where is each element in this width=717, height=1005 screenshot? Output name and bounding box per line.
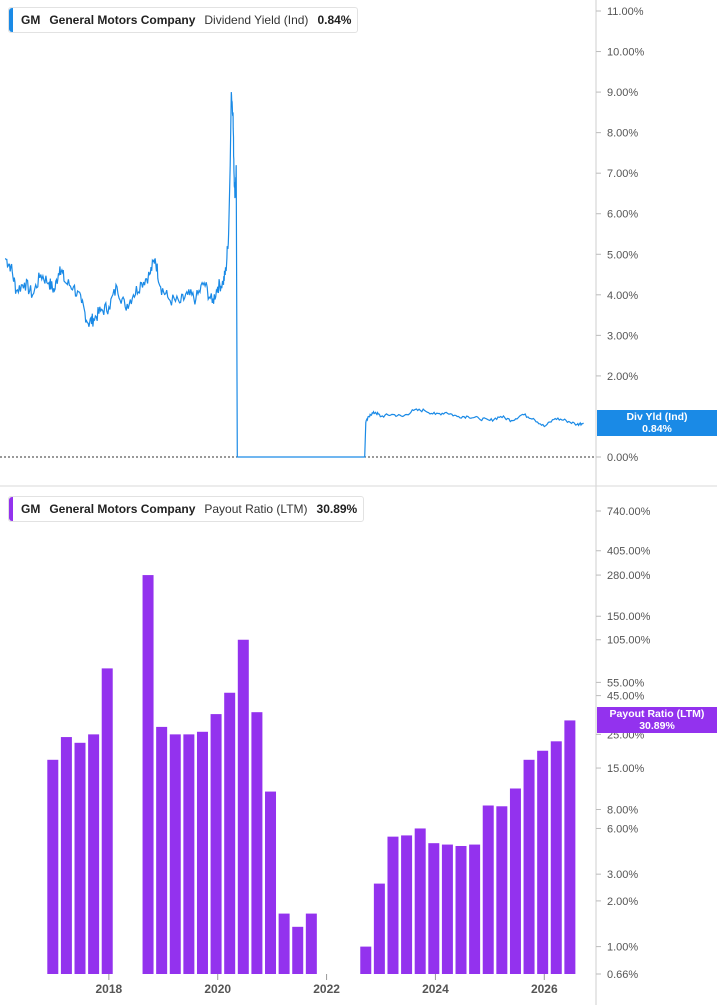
y-tick-label: 3.00%	[607, 869, 638, 881]
x-tick-label: 2026	[531, 982, 558, 996]
x-axis-ticks: 2018 2020 2022 2024 2026	[96, 974, 558, 996]
legend-metric: Dividend Yield (Ind)	[204, 13, 309, 27]
y-tick-label: 2.00%	[607, 371, 638, 383]
top-y-axis-ticks: 11.00% 10.00% 9.00% 8.00% 7.00% 6.00% 5.00% 4.0…	[596, 6, 645, 464]
legend-swatch	[9, 8, 13, 32]
y-tick-label: 2.00%	[607, 896, 638, 908]
y-tick-label: 11.00%	[607, 6, 644, 18]
payout-bar	[455, 845, 467, 974]
payout-bar	[169, 734, 181, 974]
payout-bar	[305, 913, 317, 974]
payout-ratio-value-tag: Payout Ratio (LTM) 30.89%	[597, 707, 717, 733]
payout-ratio-bars	[47, 575, 576, 974]
legend-swatch	[9, 497, 13, 521]
y-tick-label: 280.00%	[607, 570, 651, 582]
payout-bar	[428, 843, 440, 974]
y-tick-label: 8.00%	[607, 804, 638, 816]
payout-bar	[142, 575, 154, 974]
x-tick-label: 2018	[96, 982, 123, 996]
y-tick-label: 4.00%	[607, 290, 638, 302]
y-tick-label: 9.00%	[607, 87, 638, 99]
legend-company: General Motors Company	[49, 502, 196, 516]
payout-bar	[47, 759, 59, 974]
payout-bar	[265, 791, 277, 974]
y-tick-label: 6.00%	[607, 209, 638, 221]
payout-bar	[509, 788, 521, 974]
y-tick-label: 1.00%	[607, 942, 638, 954]
legend-ticker: GM	[21, 13, 41, 27]
payout-bar	[537, 750, 549, 974]
y-tick-label: 105.00%	[607, 635, 651, 647]
y-tick-label: 8.00%	[607, 128, 638, 140]
legend-value: 0.84%	[317, 13, 352, 27]
payout-bar	[210, 714, 222, 974]
payout-bar	[196, 731, 208, 974]
y-tick-label: 3.00%	[607, 330, 638, 342]
dividend-yield-legend: GM General Motors Company Dividend Yield…	[8, 7, 359, 33]
payout-bar	[482, 805, 494, 974]
payout-bar	[74, 742, 86, 974]
legend-value: 30.89%	[316, 502, 358, 516]
legend-metric: Payout Ratio (LTM)	[204, 502, 308, 516]
y-tick-label: 45.00%	[607, 691, 645, 703]
y-tick-label: 150.00%	[607, 611, 651, 623]
y-tick-label: 0.00%	[607, 452, 638, 464]
payout-bar	[401, 835, 413, 974]
payout-bar	[550, 741, 562, 974]
payout-bar	[237, 639, 249, 974]
legend-company: General Motors Company	[49, 13, 196, 27]
payout-bar	[88, 734, 100, 974]
payout-bar	[251, 712, 263, 974]
payout-bar	[183, 734, 195, 974]
payout-bar	[496, 806, 508, 974]
payout-bar	[523, 759, 535, 974]
legend-ticker: GM	[21, 502, 41, 516]
payout-bar	[387, 836, 399, 974]
payout-bar	[414, 828, 426, 974]
payout-bar	[224, 692, 236, 974]
payout-bar	[373, 883, 385, 974]
payout-bar	[360, 946, 372, 974]
payout-ratio-legend: GM General Motors Company Payout Ratio (…	[8, 496, 365, 522]
payout-bar	[564, 720, 576, 974]
payout-bar	[156, 726, 168, 974]
y-tick-label: 405.00%	[607, 546, 651, 558]
dividend-yield-line	[4, 92, 584, 458]
bottom-y-axis-ticks: 740.00% 405.00% 280.00% 150.00% 105.00% 55.00…	[596, 506, 651, 981]
tag-value: 30.89%	[639, 720, 675, 732]
y-tick-label: 7.00%	[607, 168, 638, 180]
y-tick-label: 10.00%	[607, 47, 645, 59]
y-tick-label: 6.00%	[607, 823, 638, 835]
tag-label: Payout Ratio (LTM)	[609, 708, 705, 720]
dividend-yield-value-tag: Div Yld (Ind) 0.84%	[597, 410, 717, 436]
payout-bar	[441, 844, 453, 974]
y-tick-label: 5.00%	[607, 249, 638, 261]
payout-bar	[292, 926, 304, 974]
payout-bar	[469, 844, 481, 974]
y-tick-label: 15.00%	[607, 763, 645, 775]
payout-bar	[278, 913, 290, 974]
x-tick-label: 2020	[204, 982, 231, 996]
payout-bar	[101, 668, 113, 974]
y-tick-label: 55.00%	[607, 677, 645, 689]
x-tick-label: 2024	[422, 982, 449, 996]
payout-bar	[60, 737, 72, 974]
tag-value: 0.84%	[642, 423, 672, 435]
tag-label: Div Yld (Ind)	[626, 411, 688, 423]
y-tick-label: 740.00%	[607, 506, 651, 518]
y-tick-label: 0.66%	[607, 969, 638, 981]
x-tick-label: 2022	[313, 982, 340, 996]
